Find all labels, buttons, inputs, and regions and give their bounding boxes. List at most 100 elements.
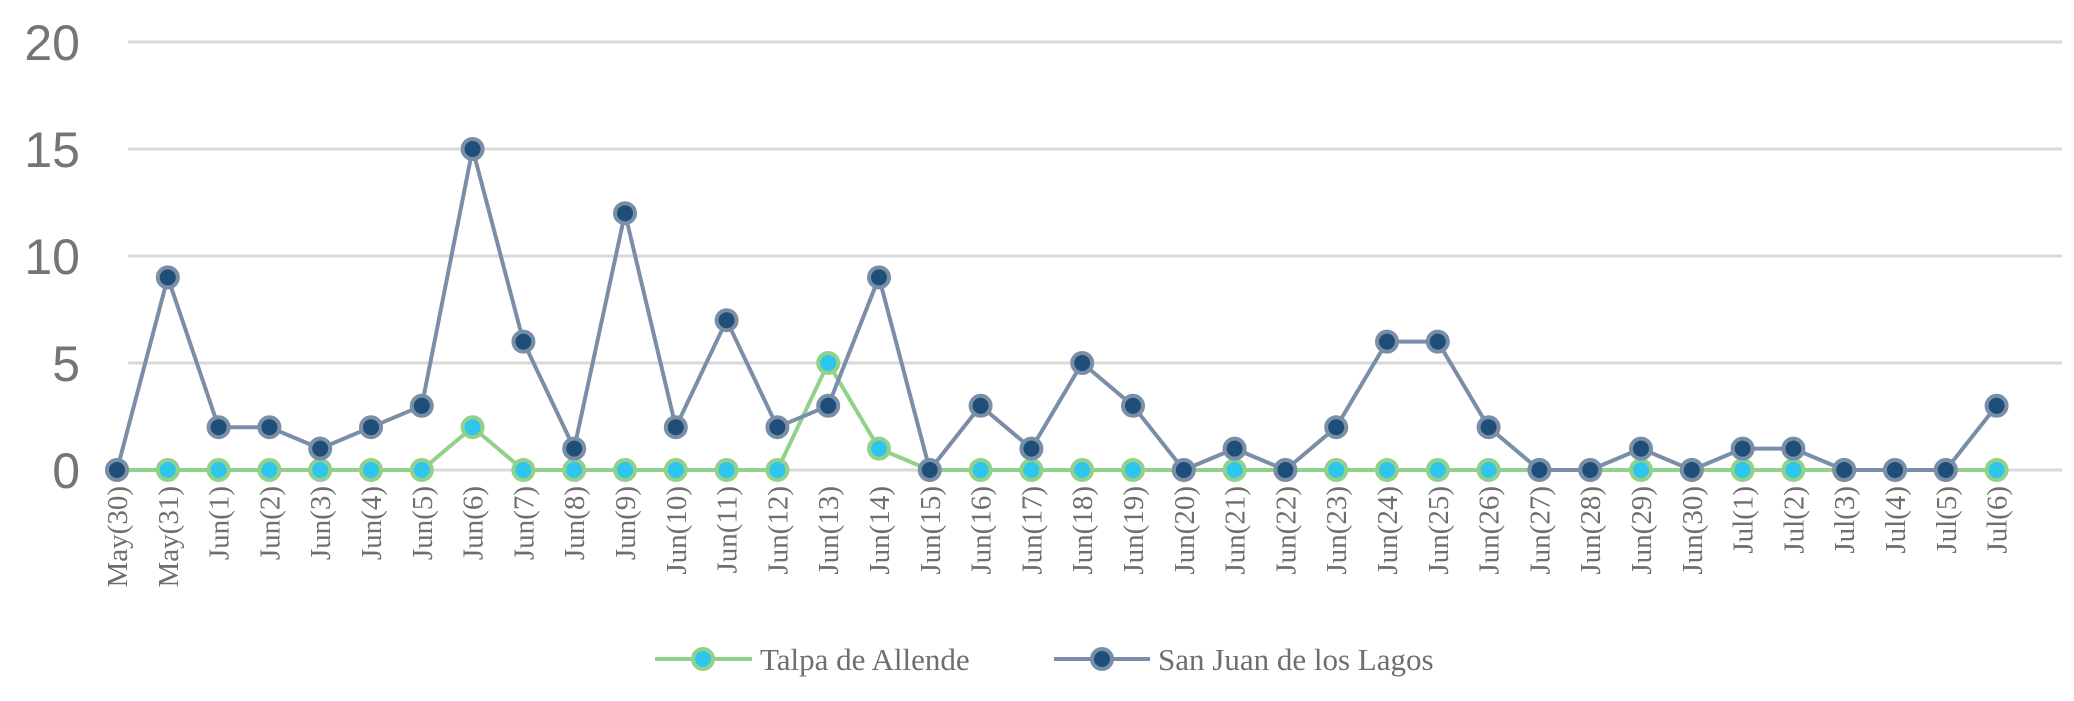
x-tick-label: Jun(3) (305, 486, 337, 560)
data-point-san-juan-de-los-lagos[interactable] (1171, 458, 1196, 482)
x-tick-label: Jul(6) (1982, 486, 2014, 554)
data-point-talpa-de-allende[interactable] (1730, 458, 1755, 482)
data-point-san-juan-de-los-lagos[interactable] (816, 393, 841, 418)
data-point-san-juan-de-los-lagos[interactable] (765, 415, 790, 440)
data-point-talpa-de-allende[interactable] (1324, 458, 1349, 482)
data-point-talpa-de-allende[interactable] (1121, 458, 1145, 482)
data-point-talpa-de-allende[interactable] (765, 458, 790, 482)
x-tick-label: Jun(5) (407, 486, 439, 560)
data-point-talpa-de-allende[interactable] (1070, 458, 1095, 482)
data-point-talpa-de-allende[interactable] (1476, 458, 1501, 482)
data-point-talpa-de-allende[interactable] (1375, 458, 1399, 482)
data-point-talpa-de-allende[interactable] (562, 458, 587, 482)
x-tick-label: Jul(5) (1931, 486, 1963, 554)
data-point-san-juan-de-los-lagos[interactable] (1730, 436, 1755, 461)
x-axis-ticks: May(30) May(31) Jun(1) Jun(2) Jun(3) Jun(4) Ju… (102, 486, 2014, 587)
legend-san-juan-label: San Juan de los Lagos (1158, 642, 1434, 677)
data-point-san-juan-de-los-lagos[interactable] (1476, 415, 1501, 440)
data-point-san-juan-de-los-lagos[interactable] (1933, 458, 1958, 482)
data-point-san-juan-de-los-lagos[interactable] (714, 308, 739, 333)
data-point-talpa-de-allende[interactable] (1019, 458, 1044, 482)
data-point-talpa-de-allende[interactable] (663, 458, 688, 482)
data-point-san-juan-de-los-lagos[interactable] (308, 436, 333, 461)
x-tick-label: Jun(13) (813, 486, 845, 575)
data-point-san-juan-de-los-lagos[interactable] (511, 329, 536, 354)
legend-talpa-label: Talpa de Allende (760, 642, 970, 677)
data-point-talpa-de-allende[interactable] (257, 458, 282, 482)
data-point-talpa-de-allende[interactable] (1984, 458, 2009, 482)
x-tick-label: Jun(24) (1372, 486, 1404, 575)
data-point-san-juan-de-los-lagos[interactable] (1375, 329, 1399, 354)
x-tick-label: Jun(10) (661, 486, 693, 575)
data-point-talpa-de-allende[interactable] (409, 458, 434, 482)
data-point-talpa-de-allende[interactable] (206, 458, 231, 482)
x-tick-label: Jun(30) (1677, 486, 1709, 575)
data-point-san-juan-de-los-lagos[interactable] (1883, 458, 1907, 482)
data-point-talpa-de-allende[interactable] (714, 458, 739, 482)
data-point-san-juan-de-los-lagos[interactable] (562, 436, 587, 461)
data-point-san-juan-de-los-lagos[interactable] (1527, 458, 1552, 482)
data-point-san-juan-de-los-lagos[interactable] (409, 393, 434, 418)
data-point-talpa-de-allende[interactable] (308, 458, 333, 482)
data-point-talpa-de-allende[interactable] (155, 458, 180, 482)
data-point-san-juan-de-los-lagos[interactable] (1222, 436, 1247, 461)
data-point-san-juan-de-los-lagos[interactable] (917, 458, 942, 482)
data-point-san-juan-de-los-lagos[interactable] (359, 415, 383, 440)
y-tick-label: 10 (24, 229, 80, 285)
x-tick-label: Jun(1) (204, 486, 236, 560)
data-point-san-juan-de-los-lagos[interactable] (1070, 351, 1095, 375)
data-point-san-juan-de-los-lagos[interactable] (155, 265, 180, 290)
data-point-san-juan-de-los-lagos[interactable] (1781, 436, 1806, 461)
data-point-san-juan-de-los-lagos[interactable] (257, 415, 282, 440)
data-point-talpa-de-allende[interactable] (613, 458, 637, 482)
x-tick-label: Jun(14) (864, 486, 896, 575)
data-point-san-juan-de-los-lagos[interactable] (1832, 458, 1857, 482)
data-point-talpa-de-allende[interactable] (511, 458, 536, 482)
data-point-san-juan-de-los-lagos[interactable] (105, 458, 129, 482)
x-tick-label: Jun(16) (966, 486, 998, 575)
data-point-san-juan-de-los-lagos[interactable] (206, 415, 231, 440)
data-point-talpa-de-allende[interactable] (1222, 458, 1247, 482)
data-point-san-juan-de-los-lagos[interactable] (1324, 415, 1349, 440)
legend-talpa-marker (691, 647, 715, 671)
data-point-san-juan-de-los-lagos[interactable] (1273, 458, 1298, 482)
data-point-talpa-de-allende[interactable] (816, 351, 841, 375)
legend-san-juan-marker (1090, 647, 1114, 671)
x-tick-label: Jul(4) (1880, 486, 1912, 554)
x-tick-label: Jun(6) (458, 486, 490, 560)
data-point-talpa-de-allende[interactable] (867, 436, 891, 461)
data-point-san-juan-de-los-lagos[interactable] (1121, 393, 1145, 418)
x-tick-label: Jun(20) (1169, 486, 1201, 575)
y-tick-label: 0 (52, 443, 80, 499)
data-point-san-juan-de-los-lagos[interactable] (613, 201, 637, 226)
x-tick-label: Jun(28) (1575, 486, 1607, 575)
data-point-talpa-de-allende[interactable] (1425, 458, 1450, 482)
data-point-talpa-de-allende[interactable] (460, 415, 485, 440)
legend-item-talpa-de-allende[interactable]: Talpa de Allende (655, 642, 970, 677)
data-point-san-juan-de-los-lagos[interactable] (1578, 458, 1603, 482)
data-point-san-juan-de-los-lagos[interactable] (1629, 436, 1653, 461)
data-point-san-juan-de-los-lagos[interactable] (968, 393, 993, 418)
data-point-talpa-de-allende[interactable] (1781, 458, 1806, 482)
series-line-san-juan-de-los-lagos (115, 147, 1999, 472)
legend-item-san-juan-de-los-lagos[interactable]: San Juan de los Lagos (1054, 642, 1434, 677)
data-point-san-juan-de-los-lagos[interactable] (867, 265, 891, 290)
x-tick-label: Jun(12) (762, 486, 794, 575)
x-tick-label: Jul(3) (1829, 486, 1861, 554)
data-point-talpa-de-allende[interactable] (968, 458, 993, 482)
data-point-san-juan-de-los-lagos[interactable] (1019, 436, 1044, 461)
x-tick-label: Jun(29) (1626, 486, 1658, 575)
x-tick-label: Jun(8) (559, 486, 591, 560)
legend: Talpa de Allende San Juan de los Lagos (655, 642, 1434, 677)
data-point-talpa-de-allende[interactable] (359, 458, 383, 482)
x-tick-label: Jun(26) (1474, 486, 1506, 575)
y-tick-label: 5 (52, 336, 80, 392)
data-point-san-juan-de-los-lagos[interactable] (1984, 393, 2009, 418)
data-point-san-juan-de-los-lagos[interactable] (1679, 458, 1704, 482)
data-point-san-juan-de-los-lagos[interactable] (460, 137, 485, 161)
data-point-san-juan-de-los-lagos[interactable] (663, 415, 688, 440)
x-tick-label: Jun(17) (1016, 486, 1048, 575)
data-point-san-juan-de-los-lagos[interactable] (1425, 329, 1450, 354)
x-tick-label: Jun(19) (1118, 486, 1150, 575)
data-point-talpa-de-allende[interactable] (1629, 458, 1653, 482)
